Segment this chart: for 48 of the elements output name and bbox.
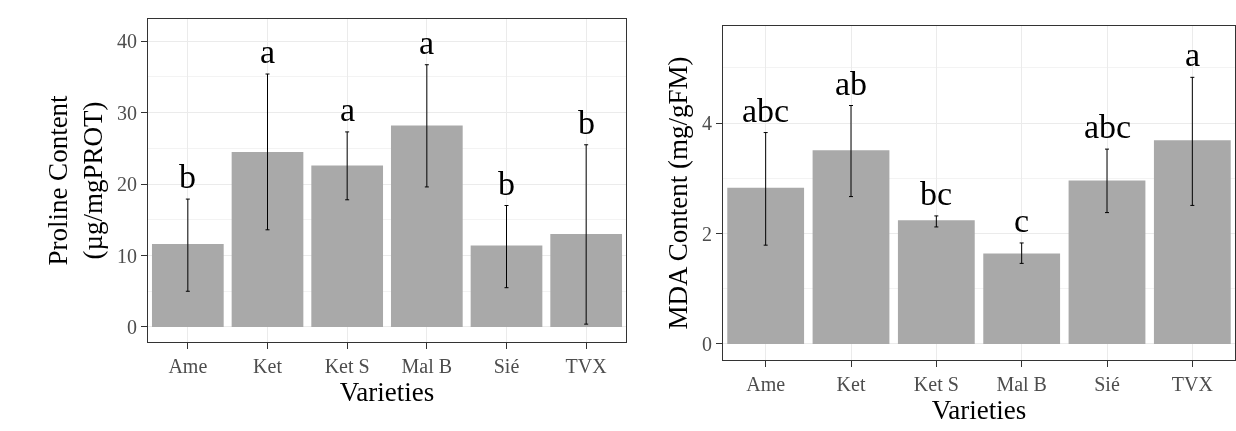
bar <box>897 220 975 344</box>
x-axis-title: Varieties <box>339 377 435 407</box>
y-axis-title: MDA Content (mg/gFM) <box>663 56 694 330</box>
x-axis-title: Varieties <box>931 395 1027 425</box>
x-tick-label: Sié <box>1094 373 1120 395</box>
bar <box>390 125 463 327</box>
y-tick-label: 20 <box>117 173 137 196</box>
bar <box>727 187 805 344</box>
bar <box>231 151 304 327</box>
x-tick-label: Mal B <box>996 373 1047 395</box>
y-tick-label: 0 <box>127 315 137 338</box>
y-tick-label: 4 <box>702 112 712 135</box>
y-axis-title: Proline Content (µg/mgPROT) <box>42 94 109 266</box>
annotation: b <box>498 165 515 202</box>
bar <box>470 245 543 327</box>
x-tick-label: Ame <box>168 355 208 377</box>
y-tick-label: 40 <box>117 30 137 53</box>
annotation: a <box>419 24 435 61</box>
annotation: b <box>578 104 595 141</box>
x-tick-label: Sié <box>493 355 520 377</box>
bar <box>550 234 623 327</box>
annotation: a <box>340 91 356 128</box>
x-tick-label: Mal B <box>401 355 453 377</box>
annotation: c <box>1014 202 1030 239</box>
x-tick-label: Ket S <box>913 373 959 395</box>
bar <box>311 165 384 327</box>
y-tick-label: 2 <box>702 222 712 245</box>
x-tick-label: Ket S <box>324 355 370 377</box>
y-tick-label: 0 <box>702 332 712 355</box>
x-tick-label: Ame <box>746 373 786 395</box>
x-tick-label: Ket <box>253 355 283 377</box>
annotation: a <box>260 33 276 70</box>
x-tick-label: TVX <box>565 355 608 377</box>
y-tick-label: 30 <box>117 101 137 124</box>
bar <box>1068 180 1146 344</box>
x-tick-label: Ket <box>836 373 866 395</box>
bar <box>1153 140 1231 344</box>
y-tick-label: 10 <box>117 244 137 267</box>
annotation: abc <box>1084 108 1132 145</box>
x-tick-label: TVX <box>1171 373 1214 395</box>
annotation: a <box>1185 36 1201 73</box>
annotation: b <box>179 158 196 195</box>
bar <box>812 150 890 344</box>
bar <box>151 244 224 327</box>
annotation: abc <box>742 92 790 129</box>
bar <box>983 253 1061 344</box>
annotation: bc <box>920 175 953 212</box>
annotation: ab <box>835 65 868 102</box>
